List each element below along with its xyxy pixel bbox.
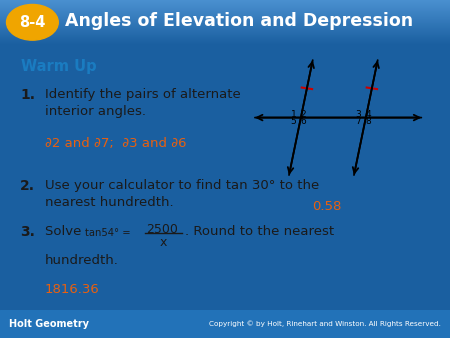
Text: 4: 4: [365, 110, 371, 119]
Text: tan54° =: tan54° =: [86, 228, 131, 238]
Text: . Round to the nearest: . Round to the nearest: [185, 225, 334, 238]
Text: 8: 8: [365, 117, 371, 126]
Text: 2500: 2500: [146, 223, 178, 236]
Text: ∂2 and ∂7;  ∂3 and ∂6: ∂2 and ∂7; ∂3 and ∂6: [45, 137, 186, 150]
Text: Solve: Solve: [45, 225, 86, 238]
Ellipse shape: [6, 4, 58, 40]
Text: 2.: 2.: [20, 179, 35, 193]
Text: Copyright © by Holt, Rinehart and Winston. All Rights Reserved.: Copyright © by Holt, Rinehart and Winsto…: [209, 321, 441, 328]
Text: Angles of Elevation and Depression: Angles of Elevation and Depression: [65, 13, 414, 30]
Text: Warm Up: Warm Up: [21, 59, 97, 74]
Text: 0.58: 0.58: [312, 199, 342, 213]
Text: Use your calculator to find tan 30° to the
nearest hundredth.: Use your calculator to find tan 30° to t…: [45, 179, 319, 209]
Text: 1816.36: 1816.36: [45, 283, 100, 296]
Text: 2: 2: [300, 110, 306, 119]
Text: 3: 3: [356, 110, 361, 119]
Text: Identify the pairs of alternate
interior angles.: Identify the pairs of alternate interior…: [45, 88, 241, 118]
Text: 5: 5: [291, 117, 297, 126]
Text: 7: 7: [356, 117, 361, 126]
Text: x: x: [160, 236, 167, 249]
Text: 3.: 3.: [20, 225, 35, 239]
Text: 8-4: 8-4: [19, 15, 45, 30]
Text: hundredth.: hundredth.: [45, 254, 119, 267]
Text: 1: 1: [291, 110, 297, 119]
Text: 1.: 1.: [20, 88, 35, 102]
Text: 6: 6: [300, 117, 306, 126]
Text: Holt Geometry: Holt Geometry: [9, 319, 89, 329]
